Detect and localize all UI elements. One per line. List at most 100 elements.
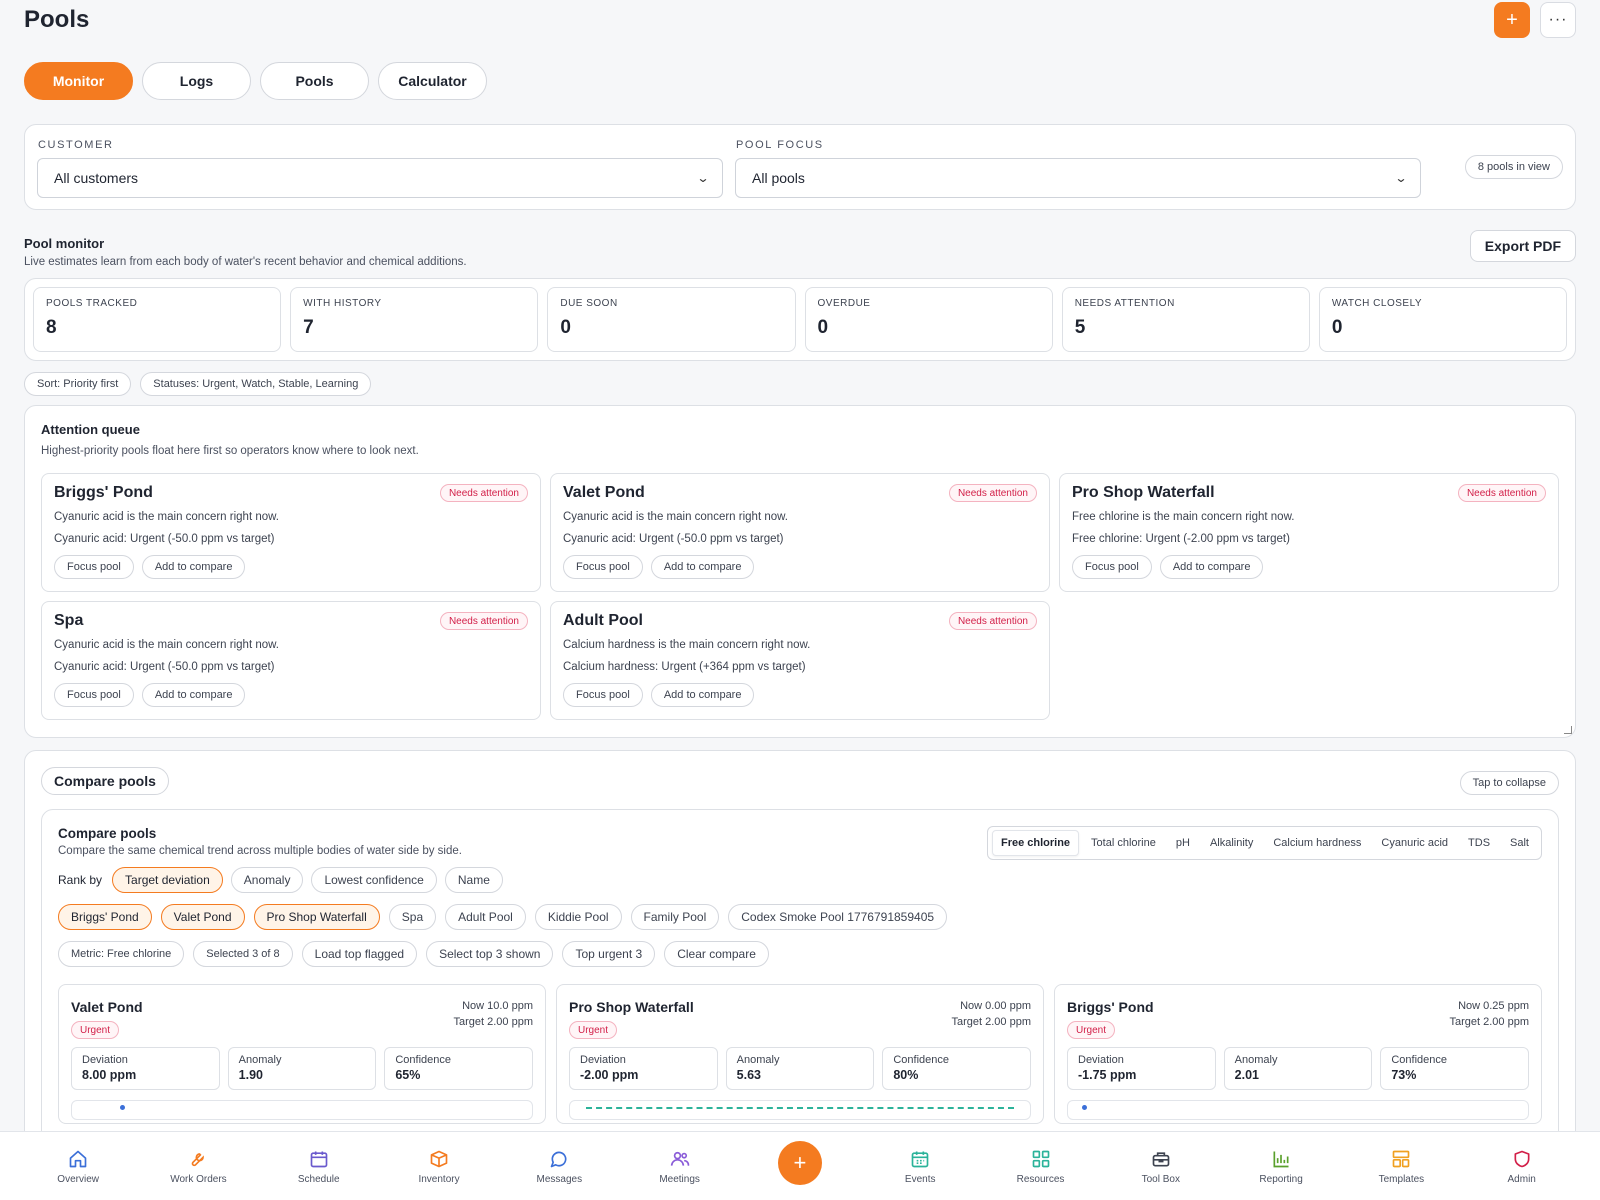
metric-tab-tds[interactable]: TDS (1468, 837, 1491, 849)
nav-overview[interactable]: Overview (38, 1148, 118, 1185)
add-button[interactable]: + (1494, 2, 1530, 38)
metric-tab-alkalinity[interactable]: Alkalinity (1209, 837, 1254, 849)
pool-monitor-title: Pool monitor (24, 236, 105, 251)
fab-add-button[interactable]: + (777, 1141, 822, 1185)
compare-title: Compare pools (58, 826, 157, 841)
nav-templates[interactable]: Templates (1361, 1148, 1441, 1185)
customer-select[interactable]: All customers ⌄ (37, 158, 723, 198)
collapse-button[interactable]: Tap to collapse (1459, 771, 1559, 795)
focus-pool-button[interactable]: Focus pool (563, 555, 643, 579)
compare-card: Valet Pond Now 10.0 ppm Target 2.00 ppm … (58, 984, 546, 1124)
nav-reporting[interactable]: Reporting (1241, 1148, 1321, 1185)
focus-pool-button[interactable]: Focus pool (54, 555, 134, 579)
nav-tool-box[interactable]: Tool Box (1121, 1148, 1201, 1185)
more-options-button[interactable]: ··· (1540, 2, 1576, 38)
status-filter-pill[interactable]: Statuses: Urgent, Watch, Stable, Learnin… (140, 372, 372, 396)
pool-name: Spa (54, 612, 84, 629)
confidence-box: Confidence 65% (384, 1047, 534, 1090)
stat-label: OVERDUE (817, 298, 871, 309)
pool-chip[interactable]: Codex Smoke Pool 1776791859405 (728, 904, 948, 930)
deviation-box: Deviation -2.00 ppm (569, 1047, 718, 1090)
focus-pool-button[interactable]: Focus pool (1072, 555, 1152, 579)
target-value: Target 2.00 ppm (453, 1016, 534, 1028)
pool-chip[interactable]: Briggs' Pond (58, 904, 152, 930)
nav-meetings[interactable]: Meetings (640, 1148, 720, 1185)
compare-pools-toggle[interactable]: Compare pools (41, 767, 169, 795)
pool-chip[interactable]: Spa (388, 904, 437, 930)
rank-name[interactable]: Name (444, 867, 503, 893)
stat-label: WITH HISTORY (303, 298, 382, 309)
rank-target-deviation[interactable]: Target deviation (112, 867, 223, 893)
pool-monitor-header: Pool monitor Live estimates learn from e… (24, 230, 1576, 270)
tab-monitor[interactable]: Monitor (24, 62, 133, 100)
card-actions: Focus pool Add to compare (54, 555, 528, 579)
nav-admin[interactable]: Admin (1482, 1148, 1562, 1185)
nav-label: Messages (536, 1173, 583, 1185)
needs-attention-badge: Needs attention (439, 484, 528, 502)
stat-value: 0 (817, 317, 829, 338)
deviation-label: Deviation (1078, 1054, 1124, 1066)
pool-chip[interactable]: Pro Shop Waterfall (253, 904, 380, 930)
header: Pools + ··· (24, 2, 1576, 38)
clear-compare-button[interactable]: Clear compare (664, 941, 769, 967)
nav-schedule[interactable]: Schedule (279, 1148, 359, 1185)
anomaly-label: Anomaly (1234, 1054, 1278, 1066)
sort-pill[interactable]: Sort: Priority first (24, 372, 132, 396)
metric-tab-cyanuric-acid[interactable]: Cyanuric acid (1381, 837, 1449, 849)
confidence-value: 65% (395, 1068, 421, 1082)
top-urgent-3-button[interactable]: Top urgent 3 (562, 941, 656, 967)
tab-logs[interactable]: Logs (142, 62, 251, 100)
nav-events[interactable]: Events (880, 1148, 960, 1185)
rank-anomaly[interactable]: Anomaly (230, 867, 304, 893)
nav-inventory[interactable]: Inventory (399, 1148, 479, 1185)
selected-count-pill: Selected 3 of 8 (193, 941, 293, 967)
bar-chart-icon (1270, 1148, 1292, 1170)
tab-calculator[interactable]: Calculator (378, 62, 487, 100)
bottom-nav: Overview Work Orders Schedule Inventory … (0, 1131, 1600, 1200)
pool-chip[interactable]: Kiddie Pool (534, 904, 622, 930)
reading-meta: Now 0.00 ppm Target 2.00 ppm (952, 998, 1032, 1030)
metric-tab-ph[interactable]: pH (1175, 837, 1190, 849)
compare-section: Compare pools Tap to collapse Compare po… (24, 750, 1576, 1169)
nav-messages[interactable]: Messages (519, 1148, 599, 1185)
nav-resources[interactable]: Resources (1001, 1148, 1081, 1185)
needs-attention-badge: Needs attention (948, 612, 1037, 630)
add-to-compare-button[interactable]: Add to compare (650, 555, 755, 579)
reading-meta: Now 0.25 ppm Target 2.00 ppm (1450, 998, 1530, 1030)
tab-bar: Monitor Logs Pools Calculator (24, 62, 1576, 100)
metric-tab-free-chlorine[interactable]: Free chlorine (991, 830, 1080, 856)
compare-panel: Compare pools Compare the same chemical … (41, 809, 1559, 1169)
add-to-compare-button[interactable]: Add to compare (1159, 555, 1264, 579)
rank-lowest-confidence[interactable]: Lowest confidence (311, 867, 437, 893)
pool-chip[interactable]: Family Pool (630, 904, 720, 930)
metric-tab-total-chlorine[interactable]: Total chlorine (1091, 837, 1156, 849)
focus-pool-button[interactable]: Focus pool (54, 683, 134, 707)
add-to-compare-button[interactable]: Add to compare (141, 683, 246, 707)
compare-actions: Metric: Free chlorine Selected 3 of 8 Lo… (58, 941, 1542, 967)
focus-pool-button[interactable]: Focus pool (563, 683, 643, 707)
resize-handle[interactable] (1564, 726, 1572, 734)
nav-fab[interactable]: + (760, 1141, 840, 1185)
home-icon (67, 1148, 89, 1170)
pool-name: Pro Shop Waterfall (569, 999, 694, 1015)
pool-chip[interactable]: Adult Pool (445, 904, 526, 930)
metric-tab-salt[interactable]: Salt (1510, 837, 1529, 849)
card-actions: Focus pool Add to compare (563, 683, 1037, 707)
page-title: Pools (24, 6, 90, 33)
load-top-flagged-button[interactable]: Load top flagged (301, 941, 418, 967)
add-to-compare-button[interactable]: Add to compare (141, 555, 246, 579)
metric-tab-calcium-hardness[interactable]: Calcium hardness (1273, 837, 1362, 849)
pool-chip[interactable]: Valet Pond (160, 904, 245, 930)
nav-work-orders[interactable]: Work Orders (158, 1148, 238, 1185)
trend-point (1082, 1105, 1087, 1110)
attention-card: Spa Needs attention Cyanuric acid is the… (41, 601, 541, 720)
metric-boxes: Deviation -2.00 ppm Anomaly 5.63 Confide… (569, 1047, 1032, 1090)
select-top-3-button[interactable]: Select top 3 shown (426, 941, 554, 967)
export-pdf-button[interactable]: Export PDF (1469, 230, 1576, 262)
tab-pools[interactable]: Pools (260, 62, 369, 100)
customer-select-value: All customers (54, 170, 139, 186)
card-actions: Focus pool Add to compare (54, 683, 528, 707)
add-to-compare-button[interactable]: Add to compare (650, 683, 755, 707)
nav-label: Schedule (297, 1173, 340, 1185)
pool-focus-select[interactable]: All pools ⌄ (735, 158, 1421, 198)
